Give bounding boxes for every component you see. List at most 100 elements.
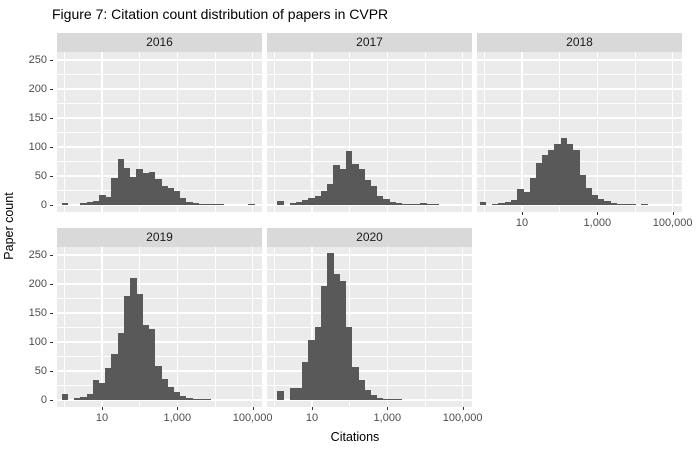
histogram-bar xyxy=(179,198,187,205)
histogram-bar xyxy=(179,395,187,400)
histogram-bar xyxy=(414,204,421,205)
x-axis-tick-label: 10 xyxy=(305,412,319,424)
gridline-y-major xyxy=(267,399,472,401)
histogram-bar xyxy=(376,397,384,400)
histogram-bar xyxy=(523,191,530,205)
histogram-bar xyxy=(185,202,193,205)
histogram-bar xyxy=(376,195,384,205)
gridline-y-major xyxy=(57,146,262,148)
gridline-x-major xyxy=(596,52,598,212)
y-axis-tick xyxy=(50,59,53,61)
gridline-y-major xyxy=(477,204,682,206)
gridline-x-minor xyxy=(274,247,275,407)
histogram-bar xyxy=(407,204,415,205)
histogram-bar xyxy=(198,203,205,205)
gridline-x-minor xyxy=(214,52,216,212)
gridline-y-major xyxy=(57,59,262,61)
histogram-bar xyxy=(173,392,181,400)
gridline-y-minor xyxy=(267,103,472,104)
gridline-x-major xyxy=(176,52,178,212)
histogram-bar xyxy=(308,198,316,205)
histogram-bar xyxy=(382,398,390,400)
histogram-bar xyxy=(401,203,409,205)
facet-strip: 2019 xyxy=(57,228,262,247)
gridline-y-minor xyxy=(57,161,262,162)
histogram-bar xyxy=(117,333,125,400)
histogram-bar xyxy=(345,151,353,205)
histogram-bar xyxy=(554,143,561,205)
histogram-bar xyxy=(395,399,402,400)
histogram-bar xyxy=(217,204,224,205)
x-axis-tick xyxy=(312,407,313,410)
gridline-x-major xyxy=(251,247,254,407)
histogram-bar xyxy=(610,202,617,205)
histogram-bar xyxy=(479,202,487,205)
histogram-bar xyxy=(167,187,174,205)
x-axis-tick xyxy=(252,407,254,410)
gridline-y-major xyxy=(477,88,682,90)
histogram-bar xyxy=(370,186,378,205)
gridline-y-major xyxy=(477,117,682,119)
histogram-bar xyxy=(80,396,87,400)
histogram-bar xyxy=(622,204,630,205)
x-axis-tick xyxy=(387,407,389,410)
facet-strip: 2020 xyxy=(267,228,472,247)
gridline-y-major xyxy=(267,370,472,372)
gridline-y-major xyxy=(57,204,262,206)
histogram-bar xyxy=(333,164,340,205)
gridline-x-major xyxy=(461,52,464,212)
gridline-y-major xyxy=(57,254,262,256)
gridline-x-major xyxy=(386,52,388,212)
gridline-x-major xyxy=(311,52,313,212)
histogram-bar xyxy=(382,199,390,205)
histogram-bar xyxy=(591,195,599,205)
gridline-y-minor xyxy=(57,269,262,270)
gridline-y-minor xyxy=(267,269,472,270)
gridline-x-minor xyxy=(424,247,426,407)
histogram-bar xyxy=(123,295,131,400)
histogram-bar xyxy=(327,184,334,205)
gridline-y-minor xyxy=(477,132,682,133)
gridline-y-minor xyxy=(267,74,472,75)
histogram-bar xyxy=(142,325,150,400)
histogram-bar xyxy=(130,278,137,400)
facet-panel xyxy=(57,247,262,407)
gridline-x-minor xyxy=(64,52,65,212)
gridline-y-major xyxy=(267,59,472,61)
histogram-bar xyxy=(210,204,218,205)
gridline-y-major xyxy=(57,399,262,401)
gridline-y-minor xyxy=(57,74,262,75)
gridline-x-minor xyxy=(139,52,140,212)
gridline-x-minor xyxy=(214,247,216,407)
facet-panel xyxy=(267,247,472,407)
gridline-y-major xyxy=(267,283,472,285)
x-axis-tick-label: 10 xyxy=(515,217,529,229)
gridline-x-major xyxy=(671,52,674,212)
y-axis-tick xyxy=(50,399,53,401)
histogram-bar xyxy=(161,379,168,400)
histogram-bar xyxy=(389,201,396,205)
gridline-y-major xyxy=(57,312,262,314)
histogram-bar xyxy=(277,200,284,205)
histogram-bar xyxy=(80,203,87,205)
histogram-bar xyxy=(492,203,499,205)
y-axis-tick xyxy=(50,175,53,177)
histogram-bar xyxy=(597,198,605,205)
histogram-bar xyxy=(327,253,334,400)
histogram-bar xyxy=(426,204,434,205)
x-axis-tick-label: 10 xyxy=(95,412,109,424)
histogram-bar xyxy=(320,191,328,205)
histogram-bar xyxy=(517,189,524,205)
histogram-bar xyxy=(86,394,94,400)
gridline-x-minor xyxy=(349,52,350,212)
gridline-x-major xyxy=(176,247,178,407)
histogram-bar xyxy=(111,178,119,205)
gridline-y-major xyxy=(477,146,682,148)
x-axis-tick xyxy=(177,407,179,410)
facet-panel xyxy=(267,52,472,212)
x-axis-tick-label: 100,000 xyxy=(232,412,273,424)
histogram-bar xyxy=(498,203,506,205)
gridline-x-major xyxy=(461,247,464,407)
histogram-bar xyxy=(420,202,427,205)
histogram-bar xyxy=(92,380,100,400)
